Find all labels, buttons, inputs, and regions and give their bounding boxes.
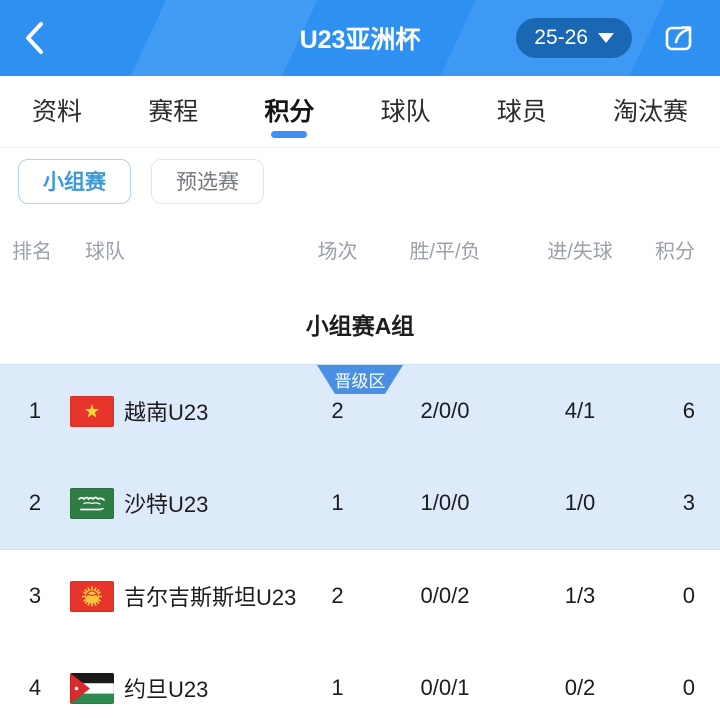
season-selector[interactable]: 25-26 (516, 18, 632, 58)
points-cell: 3 (682, 490, 695, 515)
team-name: 越南U23 (124, 400, 209, 425)
rank-cell: 3 (28, 583, 42, 608)
table-row[interactable]: 1 越南U23 2 2/0/0 4/1 6 (0, 365, 720, 457)
kyrgyzstan-flag-icon (70, 580, 114, 612)
table-row[interactable]: 2 沙特U23 1 1/0/0 1/0 3 (0, 457, 720, 549)
active-tab-underline (271, 131, 308, 138)
played-cell: 2 (331, 398, 344, 423)
played-cell: 1 (331, 675, 344, 700)
season-selector-value: 25-26 (534, 26, 588, 49)
chevron-left-icon (26, 22, 43, 54)
played-cell: 2 (331, 583, 344, 608)
tab-info[interactable]: 资料 (32, 76, 82, 147)
tab-label: 资料 (32, 97, 83, 126)
team-cell: 约旦U23 (70, 672, 300, 704)
vietnam-flag-icon (70, 395, 114, 427)
table-row[interactable]: 4 约旦U23 1 0/0/1 0/2 0 (0, 642, 720, 724)
tab-label: 淘汰赛 (612, 97, 688, 126)
tab-bar: 资料 赛程 积分 球队 球员 淘汰赛 (0, 76, 720, 148)
points-cell: 6 (682, 398, 695, 423)
tab-players[interactable]: 球员 (497, 76, 547, 147)
rank-cell: 4 (28, 675, 42, 700)
column-header-rank: 排名 (12, 240, 52, 263)
subtab-label: 小组赛 (43, 171, 106, 194)
subtab-bar: 小组赛 预选赛 (0, 148, 720, 214)
column-header-goals: 进/失球 (547, 240, 613, 263)
table-header-row: 排名 球队 场次 胜/平/负 进/失球 积分 (0, 214, 720, 284)
share-button[interactable] (658, 18, 698, 58)
wdl-cell: 2/0/0 (420, 398, 470, 423)
column-header-played: 场次 (317, 240, 358, 263)
table-row[interactable]: 3 吉尔吉斯斯坦U23 2 0/0/2 (0, 550, 720, 642)
team-name: 约旦U23 (124, 677, 209, 702)
share-icon (665, 26, 692, 51)
saudi-arabia-flag-icon (70, 487, 114, 519)
team-cell: 越南U23 (70, 395, 300, 427)
column-header-team: 球队 (85, 240, 125, 263)
caret-down-icon (598, 33, 614, 43)
team-cell: 沙特U23 (70, 487, 300, 519)
goals-cell: 0/2 (564, 675, 596, 700)
tab-schedule[interactable]: 赛程 (148, 76, 198, 147)
tab-teams[interactable]: 球队 (381, 76, 431, 147)
goals-cell: 1/0 (564, 490, 596, 515)
group-title-wrap: 小组赛A组 (0, 284, 720, 364)
wdl-cell: 0/0/2 (420, 583, 470, 608)
group-title: 小组赛A组 (305, 313, 415, 339)
goals-cell: 4/1 (564, 398, 596, 423)
played-cell: 1 (331, 490, 344, 515)
tab-standings[interactable]: 积分 (264, 76, 314, 147)
column-header-points: 积分 (655, 240, 695, 263)
team-name: 沙特U23 (124, 492, 209, 517)
subtab-label: 预选赛 (176, 171, 239, 194)
tab-label: 赛程 (148, 97, 199, 126)
tab-label: 球队 (380, 97, 431, 126)
team-cell: 吉尔吉斯斯坦U23 (70, 580, 300, 612)
column-header-wdl: 胜/平/负 (409, 240, 481, 263)
promotion-zone: 晋级区 1 越南U23 2 2/0/0 4/1 6 2 (0, 364, 720, 550)
team-name: 吉尔吉斯斯坦U23 (124, 585, 297, 610)
points-cell: 0 (682, 583, 695, 608)
app-bar-actions: 25-26 (516, 18, 698, 58)
tab-knockout[interactable]: 淘汰赛 (613, 76, 688, 147)
rank-cell: 1 (28, 398, 42, 423)
wdl-cell: 0/0/1 (420, 675, 470, 700)
tab-label: 积分 (264, 97, 315, 126)
points-cell: 0 (682, 675, 695, 700)
goals-cell: 1/3 (564, 583, 596, 608)
jordan-flag-icon (70, 672, 114, 704)
wdl-cell: 1/0/0 (420, 490, 470, 515)
back-button[interactable] (22, 16, 62, 60)
app-bar: U23亚洲杯 25-26 (0, 0, 720, 76)
subtab-qualifiers[interactable]: 预选赛 (151, 158, 264, 204)
tab-label: 球员 (496, 97, 547, 126)
subtab-group-stage[interactable]: 小组赛 (18, 158, 131, 204)
rank-cell: 2 (28, 490, 42, 515)
